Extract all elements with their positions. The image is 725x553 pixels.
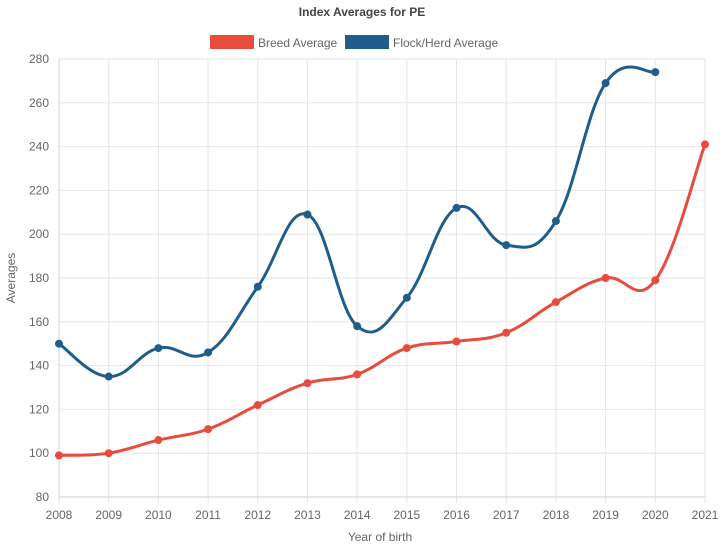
y-tick-label: 280 — [29, 52, 49, 66]
x-axis-label: Year of birth — [348, 530, 412, 544]
x-tick-label: 2015 — [393, 508, 420, 522]
legend-swatch — [210, 35, 254, 49]
legend-label: Breed Average — [258, 36, 337, 50]
data-point[interactable] — [402, 344, 411, 353]
series-layer — [55, 65, 709, 460]
chart-title: Index Averages for PE — [299, 5, 426, 19]
data-point[interactable] — [204, 348, 213, 357]
data-point[interactable] — [154, 436, 163, 445]
x-tick-label: 2008 — [46, 508, 73, 522]
data-point[interactable] — [551, 217, 560, 226]
x-tick-label: 2011 — [195, 508, 221, 522]
data-point[interactable] — [253, 401, 262, 410]
x-tick-label: 2019 — [592, 508, 619, 522]
x-tick-label: 2018 — [543, 508, 570, 522]
x-tick-label: 2021 — [692, 508, 719, 522]
data-point[interactable] — [303, 379, 312, 388]
x-tick-label: 2013 — [294, 508, 321, 522]
data-point[interactable] — [651, 68, 660, 77]
legend-item[interactable]: Breed Average — [210, 35, 337, 50]
y-axis-ticks: 80 100 120 140 160 180 200 220 240 260 280 — [29, 52, 49, 504]
grid — [58, 58, 706, 503]
data-point[interactable] — [402, 293, 411, 302]
series-line — [58, 143, 707, 457]
legend-item[interactable]: Flock/Herd Average — [345, 35, 498, 50]
y-tick-label: 260 — [29, 96, 49, 110]
y-tick-label: 200 — [29, 227, 49, 241]
data-point[interactable] — [701, 140, 709, 149]
legend: Breed Average Flock/Herd Average — [210, 35, 498, 50]
y-tick-label: 100 — [29, 446, 49, 460]
data-point[interactable] — [601, 274, 610, 282]
data-point[interactable] — [452, 203, 461, 212]
y-tick-label: 160 — [29, 315, 49, 329]
data-point[interactable] — [104, 372, 113, 381]
series-breed-average — [55, 140, 709, 460]
x-tick-label: 2014 — [344, 508, 371, 522]
data-point[interactable] — [303, 210, 312, 219]
y-tick-label: 120 — [29, 402, 49, 416]
data-point[interactable] — [502, 241, 511, 250]
data-point[interactable] — [353, 370, 362, 379]
data-point[interactable] — [353, 322, 362, 331]
legend-swatch — [345, 35, 389, 49]
data-point[interactable] — [154, 344, 163, 353]
x-tick-label: 2016 — [443, 508, 470, 522]
data-point[interactable] — [104, 449, 113, 458]
y-axis-label: Averages — [4, 253, 18, 303]
data-point[interactable] — [55, 451, 63, 460]
data-point[interactable] — [651, 276, 660, 285]
y-tick-label: 240 — [29, 140, 49, 154]
x-tick-label: 2012 — [244, 508, 271, 522]
data-point[interactable] — [204, 425, 213, 434]
y-tick-label: 80 — [36, 490, 50, 504]
data-point[interactable] — [253, 282, 262, 291]
x-axis-ticks: 2008 2009 2010 2011 2012 2013 2014 2015 2016 2017… — [46, 508, 719, 522]
data-point[interactable] — [601, 79, 610, 88]
series-flock-herd-average — [55, 65, 660, 381]
legend-label: Flock/Herd Average — [393, 36, 498, 50]
data-point[interactable] — [551, 298, 560, 307]
y-tick-label: 140 — [29, 359, 49, 373]
y-tick-label: 220 — [29, 183, 49, 197]
data-point[interactable] — [55, 339, 63, 348]
x-tick-label: 2017 — [493, 508, 520, 522]
x-tick-label: 2009 — [95, 508, 122, 522]
x-tick-label: 2010 — [145, 508, 172, 522]
data-point[interactable] — [452, 337, 461, 346]
y-tick-label: 180 — [29, 271, 49, 285]
x-tick-label: 2020 — [642, 508, 669, 522]
data-point[interactable] — [502, 328, 511, 337]
